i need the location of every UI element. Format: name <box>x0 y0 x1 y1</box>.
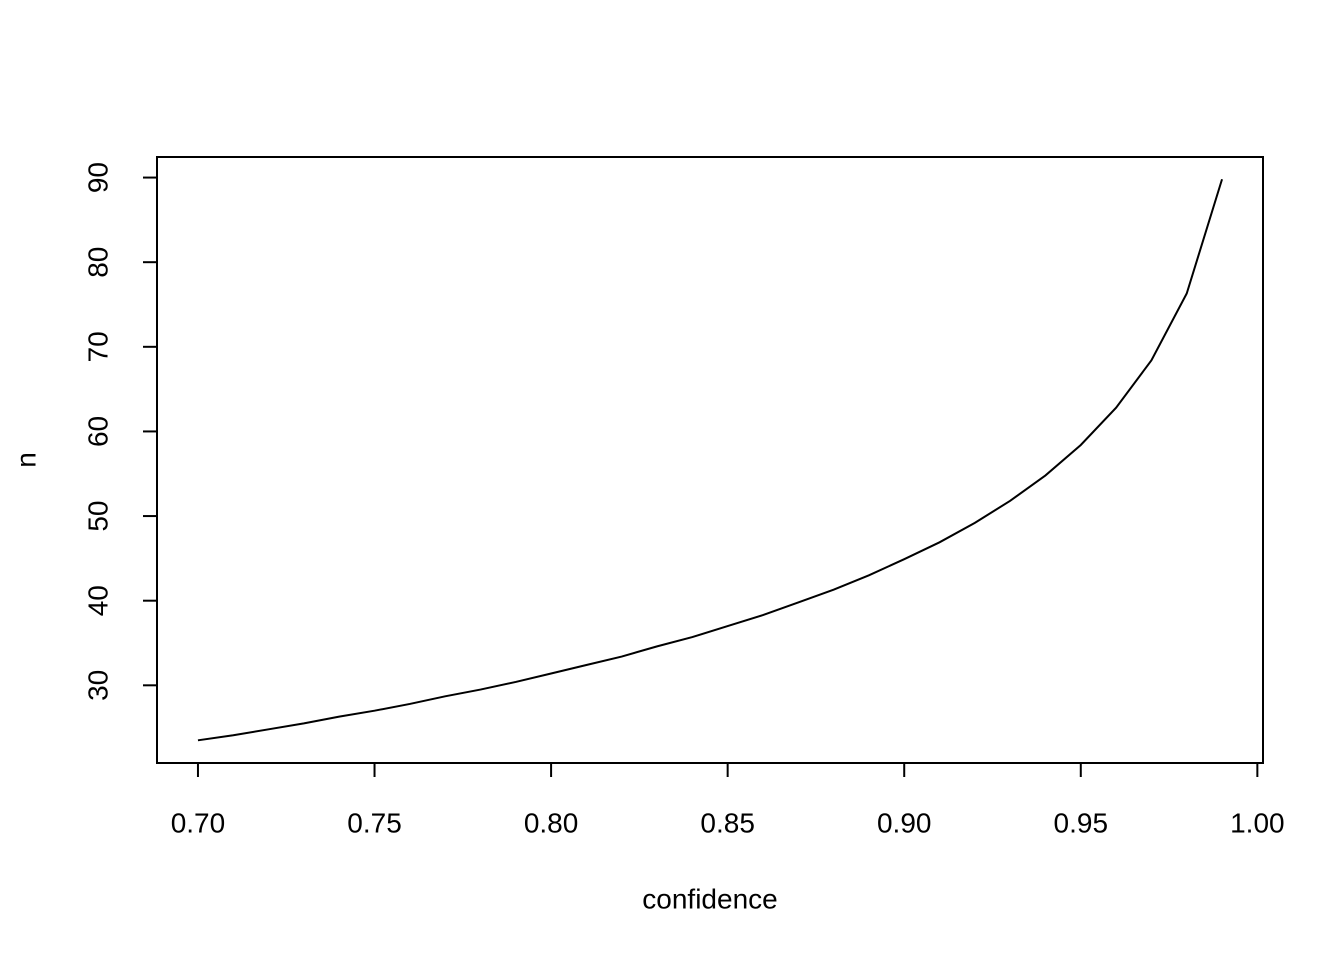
y-axis-title: n <box>10 452 41 468</box>
x-tick-label: 0.75 <box>347 807 402 838</box>
x-tick-label: 0.90 <box>877 807 932 838</box>
x-tick-label: 1.00 <box>1230 807 1285 838</box>
x-tick-label: 0.95 <box>1054 807 1109 838</box>
x-tick-label: 0.80 <box>524 807 579 838</box>
y-tick-label: 70 <box>82 331 113 362</box>
plot-frame <box>156 156 1264 764</box>
x-tick-label: 0.85 <box>700 807 755 838</box>
y-tick-label: 40 <box>82 585 113 616</box>
x-tick-label: 0.70 <box>171 807 226 838</box>
y-tick-label: 90 <box>82 162 113 193</box>
x-axis-title: confidence <box>642 883 777 914</box>
data-line <box>197 178 1223 742</box>
y-tick-label: 60 <box>82 416 113 447</box>
y-tick-label: 80 <box>82 247 113 278</box>
y-tick-label: 30 <box>82 670 113 701</box>
y-tick-label: 50 <box>82 500 113 531</box>
